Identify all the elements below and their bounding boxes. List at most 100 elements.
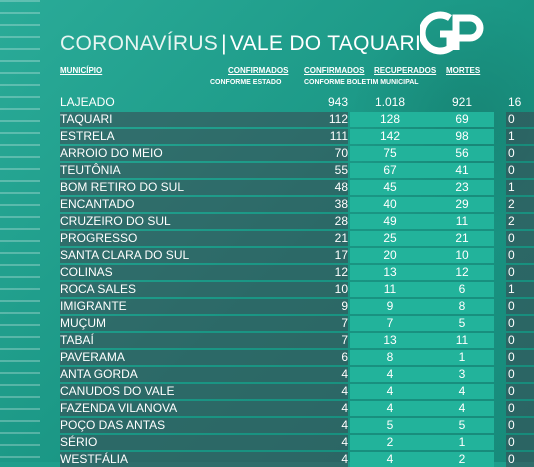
table-row: WESTFÁLIA 4 4 2 0 xyxy=(60,452,534,467)
recuperados-cell: 4 xyxy=(430,384,494,399)
confirmados-estado-cell: 10 xyxy=(290,282,348,297)
mortes-cell: 0 xyxy=(506,401,534,416)
mortes-cell: 1 xyxy=(506,180,534,195)
recuperados-cell: 23 xyxy=(430,180,494,195)
table-row: PAVERAMA 6 8 1 0 xyxy=(60,350,534,365)
confirmados-boletim-cell: 2 xyxy=(350,435,430,450)
confirmados-estado-cell: 12 xyxy=(290,265,348,280)
confirmados-estado-cell: 55 xyxy=(290,163,348,178)
mortes-cell: 2 xyxy=(506,197,534,212)
confirmados-boletim-cell: 4 xyxy=(350,367,430,382)
confirmados-estado-cell: 111 xyxy=(290,129,348,144)
municipio-cell: FAZENDA VILANOVA xyxy=(60,401,290,416)
recuperados-cell: 56 xyxy=(430,146,494,161)
header-confirmados-boletim-sub: CONFORME BOLETIM MUNICIPAL xyxy=(304,79,419,86)
recuperados-cell: 1 xyxy=(430,350,494,365)
municipio-cell: WESTFÁLIA xyxy=(60,452,290,467)
confirmados-boletim-cell: 11 xyxy=(350,282,430,297)
table-row: ARROIO DO MEIO 70 75 56 0 xyxy=(60,146,534,161)
confirmados-estado-cell: 4 xyxy=(290,367,348,382)
confirmados-boletim-cell: 67 xyxy=(350,163,430,178)
mortes-cell: 0 xyxy=(506,316,534,331)
municipio-cell: BOM RETIRO DO SUL xyxy=(60,180,290,195)
confirmados-estado-cell: 4 xyxy=(290,384,348,399)
confirmados-boletim-cell: 1.018 xyxy=(374,95,406,109)
confirmados-estado-cell: 4 xyxy=(290,435,348,450)
table-row: SANTA CLARA DO SUL 17 20 10 0 xyxy=(60,248,534,263)
table-row: BOM RETIRO DO SUL 48 45 23 1 xyxy=(60,180,534,195)
confirmados-estado-cell: 112 xyxy=(290,112,348,127)
table-row: FAZENDA VILANOVA 4 4 4 0 xyxy=(60,401,534,416)
recuperados-cell: 29 xyxy=(430,197,494,212)
confirmados-boletim-cell: 128 xyxy=(350,112,430,127)
recuperados-cell: 21 xyxy=(430,231,494,246)
table-row: TABAÍ 7 13 11 0 xyxy=(60,333,534,348)
confirmados-estado-cell: 17 xyxy=(290,248,348,263)
recuperados-cell: 12 xyxy=(430,265,494,280)
municipio-cell: LAJEADO xyxy=(60,95,115,109)
mortes-cell: 0 xyxy=(506,265,534,280)
confirmados-boletim-cell: 45 xyxy=(350,180,430,195)
recuperados-cell: 921 xyxy=(451,95,473,109)
header-municipio: MUNICÍPIO xyxy=(60,66,103,75)
recuperados-cell: 11 xyxy=(430,333,494,348)
municipio-cell: COLINAS xyxy=(60,265,290,280)
confirmados-boletim-cell: 25 xyxy=(350,231,430,246)
table-row: IMIGRANTE 9 9 8 0 xyxy=(60,299,534,314)
municipio-cell: SÉRIO xyxy=(60,435,290,450)
confirmados-estado-cell: 70 xyxy=(290,146,348,161)
mortes-cell: 0 xyxy=(506,231,534,246)
municipio-cell: PAVERAMA xyxy=(60,350,290,365)
confirmados-boletim-cell: 20 xyxy=(350,248,430,263)
municipio-cell: ARROIO DO MEIO xyxy=(60,146,290,161)
title-main: CORONAVÍRUS xyxy=(60,32,219,55)
confirmados-boletim-cell: 9 xyxy=(350,299,430,314)
recuperados-cell: 3 xyxy=(430,367,494,382)
table-row: ANTA GORDA 4 4 3 0 xyxy=(60,367,534,382)
municipio-cell: IMIGRANTE xyxy=(60,299,290,314)
title-place: VALE DO TAQUARI xyxy=(229,32,422,55)
recuperados-cell: 41 xyxy=(430,163,494,178)
table-row: TAQUARI 112 128 69 0 xyxy=(60,112,534,127)
table-row: COLINAS 12 13 12 0 xyxy=(60,265,534,280)
mortes-cell: 1 xyxy=(506,282,534,297)
mortes-cell: 0 xyxy=(506,299,534,314)
confirmados-estado-cell: 6 xyxy=(290,350,348,365)
mortes-cell: 16 xyxy=(508,95,522,109)
header-recuperados: RECUPERADOS xyxy=(374,66,437,75)
confirmados-boletim-cell: 13 xyxy=(350,333,430,348)
confirmados-boletim-cell: 142 xyxy=(350,129,430,144)
mortes-cell: 1 xyxy=(506,129,534,144)
municipio-cell: CANUDOS DO VALE xyxy=(60,384,290,399)
confirmados-boletim-cell: 5 xyxy=(350,418,430,433)
table-row: LAJEADO 943 1.018 921 16 xyxy=(60,95,521,110)
table-row: PROGRESSO 21 25 21 0 xyxy=(60,231,534,246)
mortes-cell: 0 xyxy=(506,146,534,161)
confirmados-boletim-cell: 8 xyxy=(350,350,430,365)
table-row: ENCANTADO 38 40 29 2 xyxy=(60,197,534,212)
table-row: TEUTÔNIA 55 67 41 0 xyxy=(60,163,534,178)
municipio-cell: TABAÍ xyxy=(60,333,290,348)
municipio-cell: TEUTÔNIA xyxy=(60,163,290,178)
confirmados-estado-cell: 7 xyxy=(290,316,348,331)
recuperados-cell: 69 xyxy=(430,112,494,127)
confirmados-boletim-cell: 49 xyxy=(350,214,430,229)
mortes-cell: 0 xyxy=(506,248,534,263)
mortes-cell: 0 xyxy=(506,112,534,127)
gp-logo xyxy=(418,10,490,56)
confirmados-estado-cell: 4 xyxy=(290,418,348,433)
mortes-cell: 0 xyxy=(506,452,534,467)
municipio-cell: CRUZEIRO DO SUL xyxy=(60,214,290,229)
table-row: POÇO DAS ANTAS 4 5 5 0 xyxy=(60,418,534,433)
gp-logo-icon xyxy=(418,11,484,55)
confirmados-estado-cell: 38 xyxy=(290,197,348,212)
municipio-cell: ENCANTADO xyxy=(60,197,290,212)
recuperados-cell: 2 xyxy=(430,452,494,467)
confirmados-estado-cell: 48 xyxy=(290,180,348,195)
title-separator: | xyxy=(221,32,227,55)
municipio-cell: ANTA GORDA xyxy=(60,367,290,382)
recuperados-cell: 4 xyxy=(430,401,494,416)
header-mortes: MORTES xyxy=(446,66,481,75)
decorative-stripes xyxy=(0,0,40,462)
recuperados-cell: 1 xyxy=(430,435,494,450)
